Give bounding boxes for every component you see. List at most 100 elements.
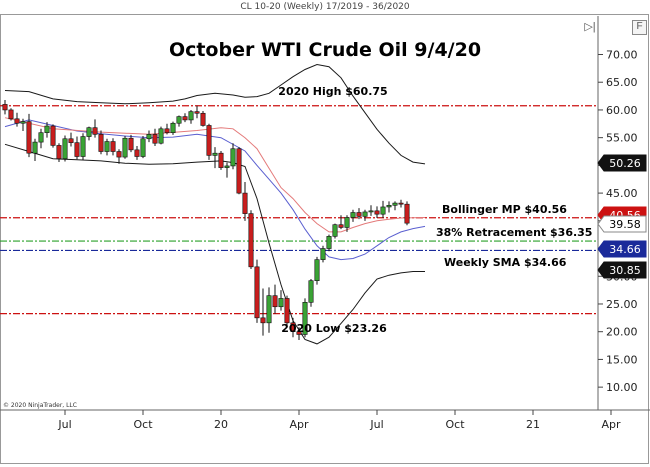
candle (26, 113, 32, 158)
bollinger-lower-band (4, 143, 425, 345)
price-tag-label: 34.66 (609, 243, 641, 256)
candle (386, 201, 392, 213)
candle-body (392, 202, 398, 206)
candle (182, 113, 188, 123)
candle (326, 234, 332, 252)
bar-chart-icon: ▷| (584, 21, 596, 33)
candle (98, 130, 104, 155)
candle (296, 327, 302, 341)
candle (80, 133, 86, 160)
candle-body (314, 259, 320, 281)
candle (56, 143, 62, 163)
candle (8, 108, 14, 121)
f-button[interactable]: F (632, 20, 647, 35)
candle (266, 287, 272, 333)
candle (404, 201, 410, 226)
candle-body (164, 128, 170, 133)
annotation-bollinger-mp: Bollinger MP $40.56 (442, 203, 567, 216)
x-tick-label: 20 (214, 418, 228, 431)
price-tag-shape (597, 261, 647, 279)
candle (224, 162, 230, 178)
candle-body (86, 127, 92, 137)
candle-body (266, 295, 272, 324)
bollinger-upper-band (4, 63, 426, 165)
y-tick-label: 55.00 (606, 132, 638, 145)
y-tick-label: 15.00 (606, 353, 638, 366)
candle-body (170, 122, 176, 133)
candle-body (344, 217, 350, 228)
x-tick-label: Oct (133, 418, 153, 431)
candle (338, 215, 344, 230)
candle-body (2, 104, 8, 111)
candle-body (56, 145, 62, 160)
candle-body (356, 212, 362, 217)
candle-body (320, 248, 326, 260)
candle-body (194, 111, 200, 114)
candle-body (230, 148, 236, 167)
candle (356, 208, 362, 220)
bar-style-button[interactable]: ▷| (583, 22, 597, 35)
candle-body (128, 137, 134, 151)
y-tick-label: 60.00 (606, 104, 638, 117)
price-tag-label: 50.26 (609, 157, 641, 170)
candle (218, 150, 224, 170)
candle (68, 132, 74, 147)
candle-body (248, 213, 254, 268)
candle-body (38, 132, 44, 143)
candle (44, 122, 50, 138)
candle (20, 118, 26, 132)
candle-body (80, 136, 86, 157)
candle-body (146, 134, 152, 140)
candle-body (374, 210, 380, 215)
candle-body (350, 212, 356, 218)
candle (254, 259, 260, 323)
candle-body (338, 224, 344, 228)
candle (116, 149, 122, 164)
price-tag-shape (597, 215, 647, 233)
candle (176, 115, 182, 127)
candle-body (122, 137, 128, 158)
candle-body (368, 210, 374, 213)
candle (248, 210, 254, 270)
candle (32, 138, 38, 161)
candle (62, 135, 68, 162)
candle (392, 201, 398, 211)
candle (260, 288, 266, 336)
candle-body (188, 111, 194, 121)
candle-body (236, 148, 242, 194)
y-tick-label: 70.00 (606, 49, 638, 62)
candle-body (272, 295, 278, 308)
candle (128, 134, 134, 153)
candle (308, 279, 314, 307)
annotation-2020-low: 2020 Low $23.26 (281, 322, 387, 335)
candle (158, 126, 164, 145)
chart-border (0, 14, 649, 464)
y-tick-label: 20.00 (606, 326, 638, 339)
candle (188, 109, 194, 124)
candle (332, 223, 338, 239)
candle (200, 111, 206, 127)
candle-body (302, 302, 308, 335)
candle-body (278, 298, 284, 308)
candle-body (8, 109, 14, 120)
price-tag-shape (597, 240, 647, 258)
candle (278, 290, 284, 311)
candle-body (98, 134, 104, 152)
annotation-weekly-sma: Weekly SMA $34.66 (444, 256, 567, 269)
candle-body (44, 125, 50, 133)
candle (344, 215, 350, 232)
bollinger-mp-line (4, 117, 426, 233)
price-tag: 34.66 (597, 240, 647, 258)
y-tick-label: 25.00 (606, 298, 638, 311)
candle (146, 130, 152, 143)
candle-body (404, 203, 410, 224)
annotation-2020-high: 2020 High $60.75 (278, 85, 387, 98)
candle-body (20, 121, 26, 124)
candle-body (386, 204, 392, 208)
copyright-text: © 2020 NinjaTrader, LLC (3, 402, 77, 409)
candle-body (284, 298, 290, 324)
candle-body (290, 322, 296, 332)
candle (362, 209, 368, 221)
